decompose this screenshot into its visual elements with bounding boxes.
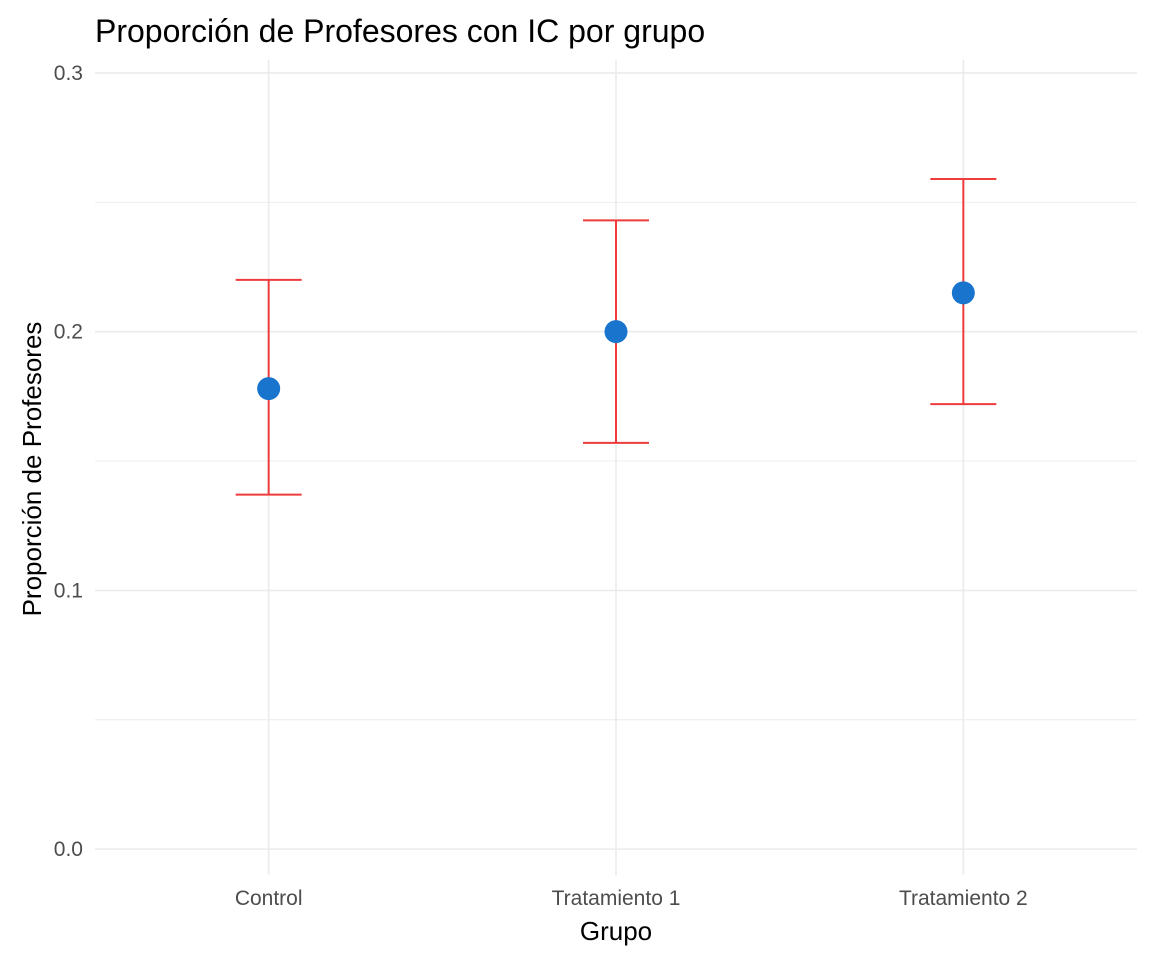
x-tick-label: Tratamiento 1 [552, 887, 681, 910]
y-tick-label: 0.0 [54, 838, 83, 861]
data-point [257, 377, 281, 401]
x-axis-title: Grupo [580, 916, 652, 946]
tick-layer: 0.0 0.1 0.2 0.3 Control Tratamiento 1 Tratamie… [54, 62, 1028, 910]
y-axis-title: Proporción de Profesores [17, 322, 47, 617]
y-tick-label: 0.1 [54, 579, 83, 602]
y-tick-label: 0.3 [54, 62, 83, 85]
point-layer [257, 281, 975, 401]
data-point [604, 320, 628, 344]
data-point [951, 281, 975, 305]
grid-layer [95, 60, 1137, 875]
x-tick-label: Control [235, 887, 303, 910]
chart-title: Proporción de Profesores con IC por grup… [95, 13, 705, 49]
y-tick-label: 0.2 [54, 321, 83, 344]
x-tick-label: Tratamiento 2 [899, 887, 1028, 910]
